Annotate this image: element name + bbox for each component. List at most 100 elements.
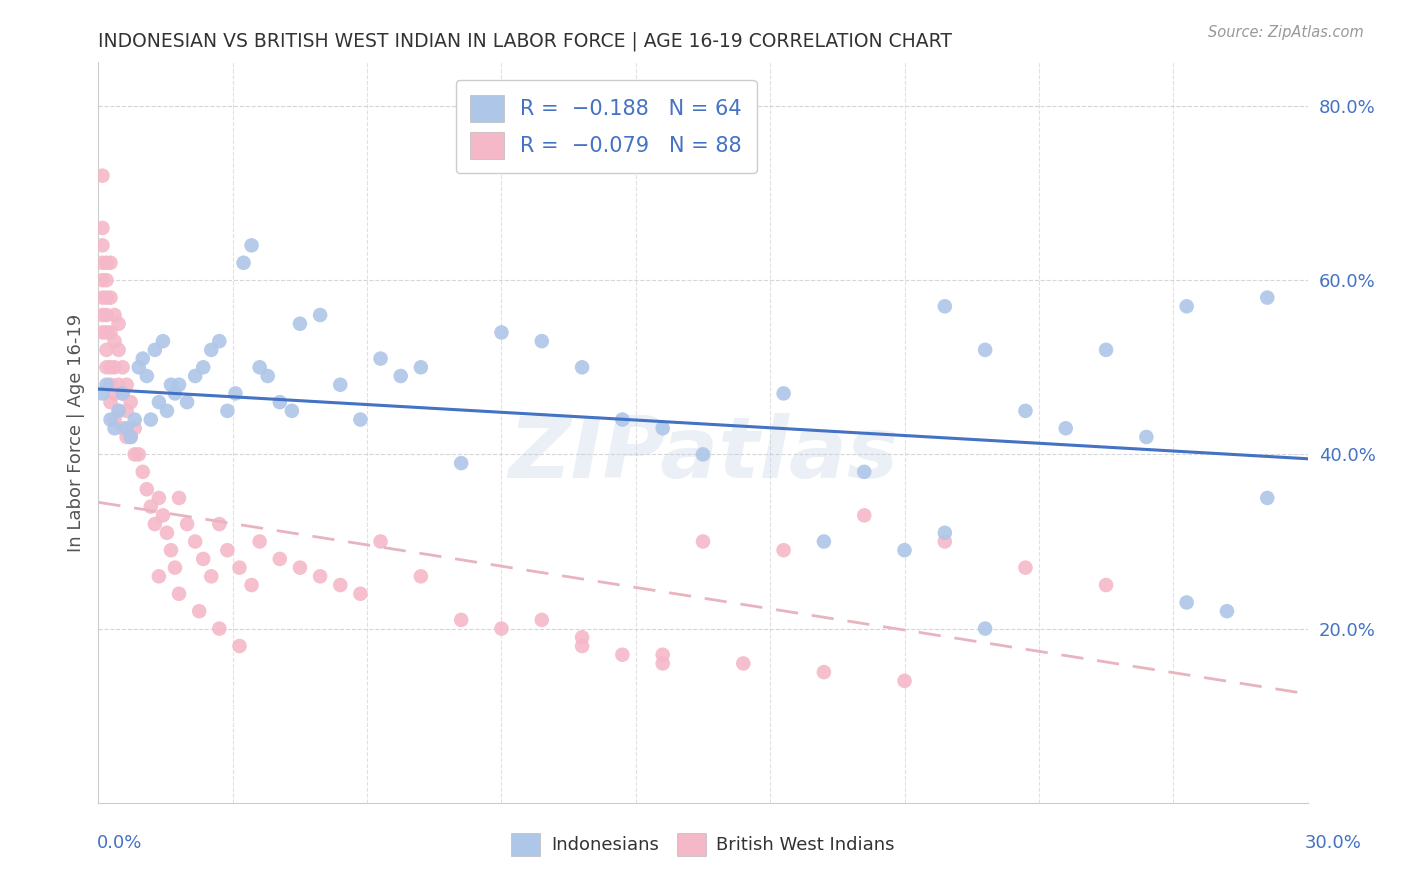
Point [103, 412, 125, 426]
Point [160, 377, 183, 392]
Point [1175, 299, 1198, 313]
Point [256, 369, 278, 384]
Point [152, 508, 174, 523]
Point [135, 482, 157, 496]
Point [208, 622, 231, 636]
Point [1256, 291, 1278, 305]
Point [733, 657, 755, 671]
Point [184, 369, 207, 384]
Point [139, 412, 162, 426]
Point [96, 360, 118, 375]
Point [128, 360, 150, 375]
Point [163, 386, 186, 401]
Point [288, 560, 311, 574]
Point [249, 534, 271, 549]
Point [370, 351, 392, 366]
Point [124, 447, 146, 461]
Point [571, 639, 593, 653]
Point [772, 386, 794, 401]
Point [240, 578, 263, 592]
Point [91, 221, 114, 235]
Point [612, 412, 634, 426]
Point [176, 517, 198, 532]
Point [143, 343, 166, 357]
Point [772, 543, 794, 558]
Point [224, 386, 246, 401]
Point [530, 613, 553, 627]
Point [100, 395, 122, 409]
Point [96, 308, 118, 322]
Point [160, 543, 183, 558]
Point [184, 534, 207, 549]
Point [132, 351, 155, 366]
Point [1256, 491, 1278, 505]
Point [193, 360, 215, 375]
Legend: R =  −0.188   N = 64, R =  −0.079   N = 88: R = −0.188 N = 64, R = −0.079 N = 88 [456, 80, 756, 173]
Point [571, 630, 593, 644]
Point [329, 578, 352, 592]
Point [103, 334, 125, 348]
Point [148, 395, 170, 409]
Point [1216, 604, 1239, 618]
Point [269, 395, 291, 409]
Point [389, 369, 412, 384]
Point [200, 343, 222, 357]
Point [120, 430, 142, 444]
Point [103, 421, 125, 435]
Point [120, 395, 142, 409]
Point [96, 273, 118, 287]
Point [217, 543, 239, 558]
Text: 0.0%: 0.0% [97, 834, 142, 852]
Point [249, 360, 271, 375]
Point [124, 412, 146, 426]
Point [156, 404, 179, 418]
Point [100, 256, 122, 270]
Point [115, 430, 138, 444]
Point [571, 360, 593, 375]
Point [91, 273, 114, 287]
Point [491, 622, 513, 636]
Point [232, 256, 254, 270]
Point [107, 377, 129, 392]
Point [103, 360, 125, 375]
Point [156, 525, 179, 540]
Point [152, 334, 174, 348]
Point [228, 560, 250, 574]
Point [128, 447, 150, 461]
Point [1054, 421, 1077, 435]
Point [651, 657, 673, 671]
Point [103, 386, 125, 401]
Point [217, 404, 239, 418]
Point [974, 343, 997, 357]
Point [853, 508, 876, 523]
Point [934, 299, 956, 313]
Point [107, 317, 129, 331]
Point [111, 386, 134, 401]
Point [91, 291, 114, 305]
Point [208, 334, 231, 348]
Point [96, 256, 118, 270]
Point [329, 377, 352, 392]
Point [124, 421, 146, 435]
Point [893, 673, 915, 688]
Point [450, 456, 472, 470]
Point [176, 395, 198, 409]
Point [167, 491, 190, 505]
Point [309, 308, 332, 322]
Text: Source: ZipAtlas.com: Source: ZipAtlas.com [1208, 25, 1364, 40]
Point [115, 421, 138, 435]
Point [107, 343, 129, 357]
Point [1014, 404, 1036, 418]
Point [651, 421, 673, 435]
Point [91, 238, 114, 252]
Point [491, 326, 513, 340]
Point [91, 326, 114, 340]
Legend: Indonesians, British West Indians: Indonesians, British West Indians [503, 826, 903, 863]
Point [167, 377, 190, 392]
Point [281, 404, 304, 418]
Point [651, 648, 673, 662]
Point [813, 665, 835, 680]
Point [91, 386, 114, 401]
Point [288, 317, 311, 331]
Point [143, 517, 166, 532]
